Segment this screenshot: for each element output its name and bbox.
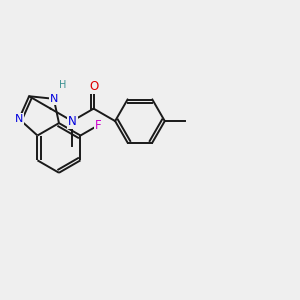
Text: N: N [15, 114, 23, 124]
Text: O: O [89, 80, 98, 93]
Text: F: F [95, 119, 102, 132]
Text: N: N [50, 94, 58, 104]
Text: N: N [68, 115, 76, 128]
Text: H: H [59, 80, 67, 90]
